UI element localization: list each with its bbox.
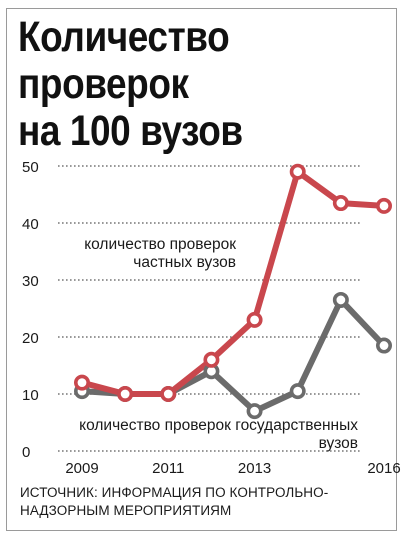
x-tick-label: 2011	[152, 460, 184, 477]
title-line-2: проверок	[18, 60, 189, 108]
series-labels: количество проверок частных вузов количе…	[79, 236, 358, 452]
title-line-1: Количество	[18, 13, 230, 61]
y-tick-label: 50	[22, 159, 39, 176]
private-series-label-line-1: количество проверок	[84, 236, 236, 253]
private-point-2011	[160, 385, 177, 402]
x-tick-label: 2013	[238, 460, 271, 477]
private-point-2010	[117, 385, 134, 402]
state-series-label-line-1: количество проверок государственных	[79, 417, 358, 434]
x-tick-label: 2009	[65, 460, 98, 477]
state-point-2014	[289, 383, 306, 400]
state-point-2016	[375, 337, 392, 354]
state-point-2015	[332, 291, 349, 308]
private-point-2014	[289, 163, 306, 180]
source-line-1: ИСТОЧНИК: ИНФОРМАЦИЯ ПО КОНТРОЛЬНО-	[20, 485, 329, 500]
private-point-2012	[203, 351, 220, 368]
state-series-label-line-2: вузов	[319, 435, 358, 452]
private-series-label-line-2: частных вузов	[133, 254, 236, 271]
state-point-2013	[246, 403, 263, 420]
x-axis-tick-labels: 2009 2011 2013 2016	[65, 460, 400, 477]
y-tick-label: 10	[22, 387, 39, 404]
y-tick-label: 40	[22, 216, 39, 233]
grid-lines	[58, 165, 362, 452]
chart-frame	[6, 8, 397, 531]
private-point-2013	[246, 311, 263, 328]
y-tick-label: 20	[22, 330, 39, 347]
title-line-3: на 100 вузов	[18, 107, 243, 155]
series-points	[74, 163, 392, 420]
y-tick-label: 0	[22, 444, 30, 461]
x-tick-label: 2016	[367, 460, 400, 477]
source-note: ИСТОЧНИК: ИНФОРМАЦИЯ ПО КОНТРОЛЬНО- НАДЗ…	[20, 484, 370, 520]
private-point-2009	[74, 374, 91, 391]
private-point-2016	[375, 197, 392, 214]
y-tick-label: 30	[22, 273, 39, 290]
source-line-2: НАДЗОРНЫМ МЕРОПРИЯТИЯМ	[20, 503, 232, 518]
chart-title: Количество проверок на 100 вузов	[18, 14, 328, 155]
private-point-2015	[332, 195, 349, 212]
y-axis-tick-labels: 0 10 20 30 40 50	[22, 159, 39, 461]
